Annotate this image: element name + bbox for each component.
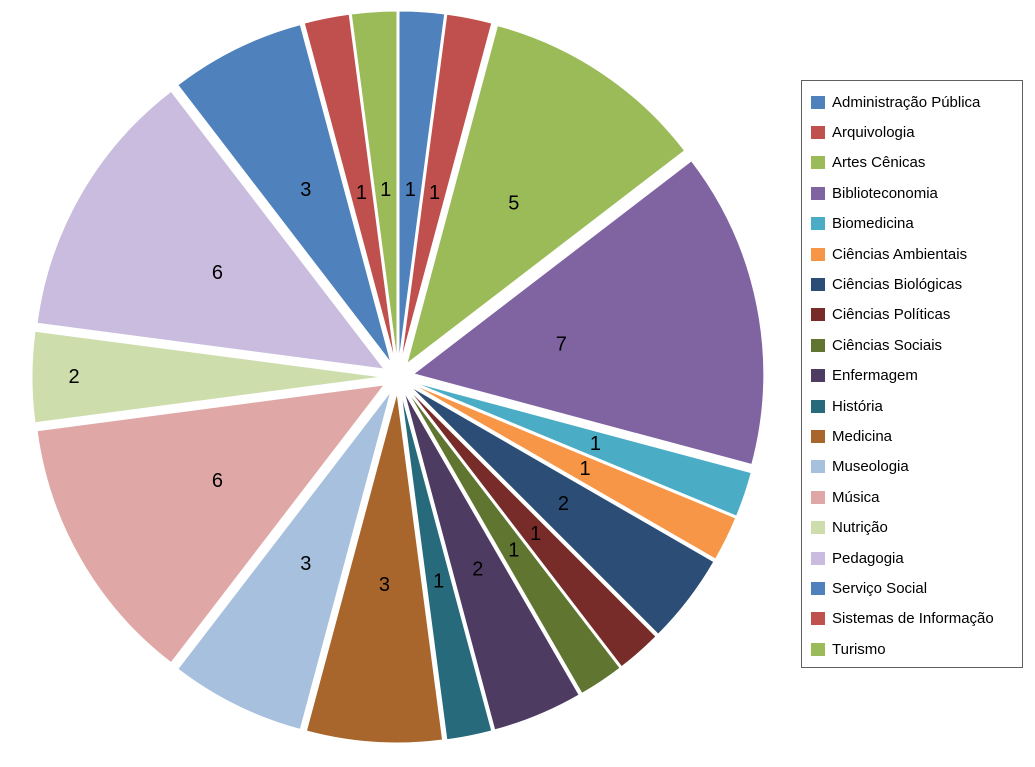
legend-item: Pedagogia — [811, 543, 1022, 573]
legend-color-swatch — [811, 156, 825, 170]
legend-label: Nutrição — [832, 519, 888, 537]
slice-value-label: 7 — [556, 334, 567, 356]
legend-label: Administração Pública — [832, 93, 981, 111]
legend-color-swatch — [811, 612, 825, 626]
slice-value-label: 5 — [508, 193, 519, 215]
legend-color-swatch — [811, 460, 825, 474]
legend-item: Artes Cênicas — [811, 148, 1022, 178]
slice-value-label: 6 — [212, 262, 223, 284]
legend-color-swatch — [811, 247, 825, 261]
legend-color-swatch — [811, 521, 825, 535]
pie-slice-8 — [408, 388, 657, 668]
legend-color-swatch — [811, 126, 825, 140]
pie-slice-6 — [412, 383, 737, 560]
legend-color-swatch — [811, 399, 825, 413]
pie-slice-17 — [177, 23, 392, 364]
pie-slice-15 — [31, 330, 383, 424]
legend-color-swatch — [811, 338, 825, 352]
pie-slice-9 — [406, 389, 621, 695]
legend-color-swatch — [811, 369, 825, 383]
legend-label: Ciências Políticas — [832, 306, 951, 324]
legend-label: Artes Cênicas — [832, 154, 926, 172]
legend-item: Ciências Políticas — [811, 300, 1022, 330]
slice-value-label: 2 — [68, 366, 79, 388]
legend-item: Biomedicina — [811, 209, 1022, 239]
legend-item: Museologia — [811, 452, 1022, 482]
slice-value-label: 1 — [429, 182, 440, 204]
pie-slice-5 — [413, 381, 752, 517]
legend-label: Música — [832, 488, 880, 506]
legend-item: Ciências Ambientais — [811, 239, 1022, 269]
legend-label: Biomedicina — [832, 215, 914, 233]
slice-value-label: 1 — [405, 179, 416, 201]
legend-label: Serviço Social — [832, 579, 928, 597]
pie-slice-3 — [406, 24, 686, 365]
pie-slice-7 — [410, 386, 715, 635]
legend-item: Biblioteconomia — [811, 178, 1022, 208]
legend-color-swatch — [811, 217, 825, 231]
legend-item: Administração Pública — [811, 87, 1022, 117]
legend-label: Ciências Ambientais — [832, 245, 968, 263]
legend-color-swatch — [811, 308, 825, 322]
pie-slice-12 — [305, 392, 444, 744]
pie-slice-1 — [398, 10, 446, 362]
legend-item: Ciências Biológicas — [811, 269, 1022, 299]
legend-label: Turismo — [832, 640, 886, 658]
slice-value-label: 1 — [508, 539, 519, 561]
legend-color-swatch — [811, 490, 825, 504]
slice-value-label: 6 — [212, 470, 223, 492]
legend-item: Música — [811, 482, 1022, 512]
pie-slice-10 — [403, 391, 580, 731]
legend-label: Biblioteconomia — [832, 184, 938, 202]
legend-item: Enfermagem — [811, 361, 1022, 391]
legend-label: Museologia — [832, 458, 909, 476]
legend-color-swatch — [811, 95, 825, 109]
slice-value-label: 3 — [300, 553, 311, 575]
slice-value-label: 2 — [558, 493, 569, 515]
pie-slice-16 — [36, 90, 386, 370]
legend-label: Sistemas de Informação — [832, 610, 994, 628]
slice-value-label: 1 — [433, 571, 444, 593]
pie-slice-18 — [303, 13, 396, 362]
legend-item: Sistemas de Informação — [811, 604, 1022, 634]
slice-value-label: 1 — [380, 179, 391, 201]
legend-color-swatch — [811, 429, 825, 443]
legend-color-swatch — [811, 551, 825, 565]
legend-label: Enfermagem — [832, 367, 918, 385]
legend-item: Turismo — [811, 634, 1022, 664]
slice-value-label: 1 — [579, 458, 590, 480]
legend-item: Medicina — [811, 421, 1022, 451]
slice-value-label: 1 — [530, 523, 541, 545]
legend-color-swatch — [811, 186, 825, 200]
legend-item: Serviço Social — [811, 573, 1022, 603]
slice-value-label: 3 — [379, 574, 390, 596]
legend-color-swatch — [811, 642, 825, 656]
pie-slice-4 — [412, 160, 765, 466]
legend-item: Arquivologia — [811, 117, 1022, 147]
pie-slice-2 — [400, 13, 493, 362]
legend-item: História — [811, 391, 1022, 421]
legend-label: Pedagogia — [832, 549, 904, 567]
legend-color-swatch — [811, 581, 825, 595]
pie-slice-19 — [350, 10, 398, 362]
legend-label: Arquivologia — [832, 124, 915, 142]
legend-item: Nutrição — [811, 512, 1022, 542]
slice-value-label: 1 — [590, 433, 601, 455]
legend-color-swatch — [811, 278, 825, 292]
legend-item: Ciências Sociais — [811, 330, 1022, 360]
pie-slice-11 — [400, 392, 493, 741]
legend-label: Ciências Biológicas — [832, 276, 963, 294]
chart-legend: Administração Pública Arquivologia Artes C… — [801, 80, 1023, 668]
slice-value-label: 2 — [472, 559, 483, 581]
legend-label: Ciências Sociais — [832, 336, 943, 354]
slice-value-label: 3 — [300, 179, 311, 201]
legend-label: Medicina — [832, 427, 893, 445]
slice-value-label: 1 — [356, 182, 367, 204]
pie-slice-14 — [36, 384, 386, 664]
legend-label: História — [832, 397, 883, 415]
pie-slice-13 — [177, 390, 392, 731]
